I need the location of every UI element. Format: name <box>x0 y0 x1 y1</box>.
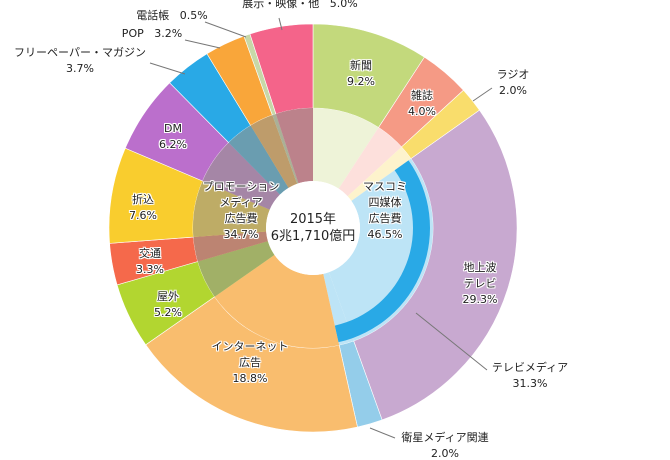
label-value: 6.2% <box>159 138 187 151</box>
label-value: 3.7% <box>66 62 94 75</box>
promo-overlay-13 <box>275 108 313 184</box>
leader-exhibition <box>278 17 283 31</box>
leader-free-paper <box>149 62 186 75</box>
leader-tv-media <box>415 312 488 371</box>
label-text: 展示・映像・他 <box>242 0 320 10</box>
leader-phonebook <box>204 21 247 38</box>
label-value: 5.0% <box>329 0 358 10</box>
label-tv-media: テレビメディア 31.3% <box>492 360 568 392</box>
label-value: 2.0% <box>499 84 527 97</box>
leader-satellite <box>369 427 396 439</box>
label-text: DM <box>164 122 182 135</box>
label-transit: 交通 3.3% <box>136 246 164 278</box>
promo-overlay-6 <box>197 241 275 297</box>
label-text: 広告費 <box>224 212 258 225</box>
tv-media-band <box>334 160 430 343</box>
label-text: 四媒体 <box>368 196 402 209</box>
label-text: インターネット <box>211 340 289 353</box>
label-mass-media: マスコミ 四媒体 広告費 46.5% <box>363 179 407 243</box>
center-year: 2015年 <box>289 212 337 227</box>
label-value: 29.3% <box>462 293 498 306</box>
label-exhibition: 展示・映像・他 5.0% <box>242 0 357 12</box>
label-text: 電話帳 <box>136 9 170 22</box>
label-text: ラジオ <box>496 68 530 81</box>
label-text: プロモーション <box>202 180 280 193</box>
center-total: 6兆1,710億円 <box>270 229 356 244</box>
center-label: 2015年 6兆1,710億円 <box>271 211 356 245</box>
label-text: 広告費 <box>368 212 402 225</box>
label-promotion-media: プロモーション メディア 広告費 34.7% <box>203 179 280 243</box>
label-free-paper: フリーペーパー・マガジン 3.7% <box>14 45 146 77</box>
slice-inner-1 <box>338 127 402 197</box>
label-text: 雑誌 <box>410 89 433 102</box>
label-dm: DM 6.2% <box>159 121 187 153</box>
label-text: マスコミ <box>363 180 407 193</box>
slice-inner-2 <box>347 146 411 201</box>
slice-inner-5 <box>214 254 340 349</box>
slice-inner-0 <box>313 108 379 189</box>
label-text: POP <box>121 27 144 40</box>
label-terrestrial-tv: 地上波 テレビ 29.3% <box>463 260 498 308</box>
leader-radio <box>472 87 493 102</box>
label-pop: POP 3.2% <box>122 26 182 42</box>
label-newspaper: 新聞 9.2% <box>347 58 375 90</box>
center-hole <box>266 181 360 275</box>
label-value: 7.6% <box>129 209 157 222</box>
promo-overlay-11 <box>250 115 298 188</box>
label-text: 衛星メディア関連 <box>401 431 489 444</box>
label-text: 地上波 <box>463 261 497 274</box>
label-value: 46.5% <box>367 228 403 241</box>
label-text: 屋外 <box>156 290 179 303</box>
label-text: 広告 <box>239 356 261 369</box>
label-value: 31.3% <box>512 377 548 390</box>
label-flyers: 折込 7.6% <box>129 192 157 224</box>
promo-overlay-12 <box>272 113 299 184</box>
label-text: 交通 <box>138 247 161 260</box>
label-text: 折込 <box>131 193 154 206</box>
label-value: 18.8% <box>232 372 268 385</box>
leader-pop <box>184 39 221 49</box>
label-value: 2.0% <box>431 447 459 460</box>
label-text: 新聞 <box>349 59 372 72</box>
promo-overlay-10 <box>228 125 289 195</box>
label-satellite: 衛星メディア関連 2.0% <box>401 430 488 460</box>
label-text: テレビ <box>463 277 497 290</box>
label-value: 3.2% <box>154 27 183 40</box>
label-internet: インターネット 広告 18.8% <box>212 339 289 387</box>
label-radio: ラジオ 2.0% <box>497 67 530 99</box>
label-text: フリーペーパー・マガジン <box>14 46 146 59</box>
label-magazine: 雑誌 4.0% <box>408 88 436 120</box>
label-value: 3.3% <box>136 263 164 276</box>
label-value: 0.5% <box>179 9 208 22</box>
label-value: 5.2% <box>154 306 182 319</box>
label-value: 34.7% <box>223 228 259 241</box>
label-phonebook: 電話帳 0.5% <box>136 8 207 24</box>
label-value: 9.2% <box>347 75 375 88</box>
label-text: メディア <box>219 196 263 209</box>
label-text: テレビメディア <box>491 361 569 374</box>
promo-overlay-8 <box>192 181 270 238</box>
label-value: 4.0% <box>408 105 436 118</box>
promo-overlay-7 <box>193 231 268 262</box>
promo-overlay-9 <box>202 142 280 210</box>
label-outdoor: 屋外 5.2% <box>154 289 182 321</box>
